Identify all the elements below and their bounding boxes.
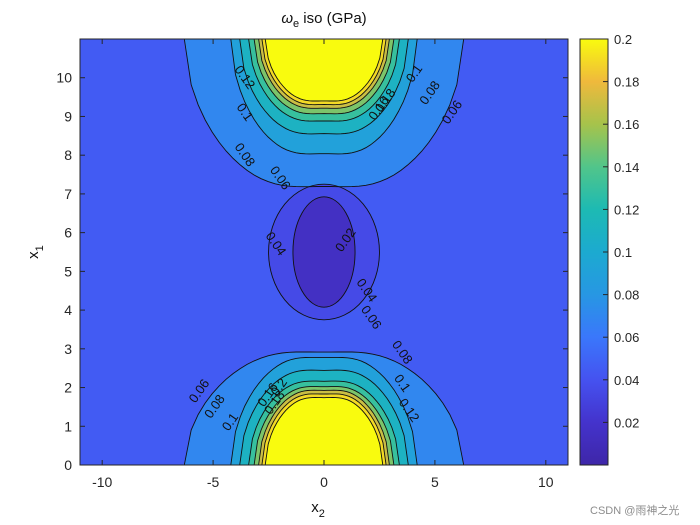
colorbar-tick-label-2: 0.06 <box>614 330 639 345</box>
y-tick-label-6: 6 <box>64 225 72 241</box>
bottom-contour-line-6 <box>261 393 387 465</box>
x-tick-label-1: -5 <box>207 474 220 490</box>
y-tick-label-9: 9 <box>64 108 72 124</box>
top-contour-line-1 <box>230 39 418 155</box>
top-contour-line-6 <box>261 39 387 106</box>
y-tick-label-8: 8 <box>64 147 72 163</box>
y-tick-label-2: 2 <box>64 380 72 396</box>
colorbar-tick-label-8: 0.18 <box>614 75 639 90</box>
top-band-7 <box>265 39 383 101</box>
center-band-0.02 <box>292 196 356 308</box>
y-axis-ticks: 0 1 2 3 4 5 6 7 8 9 10 <box>56 70 568 473</box>
colorbar-tick-label-5: 0.12 <box>614 202 639 217</box>
bottom-contour-line-5 <box>258 389 390 465</box>
y-axis-label: x1 <box>25 245 46 259</box>
y-tick-label-0: 0 <box>64 457 72 473</box>
colorbar-tick-label-7: 0.16 <box>614 117 639 132</box>
x-tick-label-0: -10 <box>92 474 112 490</box>
bottom-contour-line-4 <box>253 386 395 465</box>
x-axis-ticks: -10 -5 0 5 10 <box>92 39 554 490</box>
contour-lines <box>183 39 465 465</box>
colorbar-tick-label-1: 0.04 <box>614 373 639 388</box>
bottom-contour-line-0 <box>183 351 465 465</box>
y-tick-label-7: 7 <box>64 186 72 202</box>
y-tick-label-1: 1 <box>64 418 72 434</box>
x-axis-label: x2 <box>311 499 325 520</box>
chart-title: ωe iso (GPa) <box>281 10 366 30</box>
colorbar-ticks: 0.02 0.04 0.06 0.08 0.1 0.12 0.14 0.16 0.18 0.2 <box>603 32 639 430</box>
contour-bands <box>184 39 464 465</box>
bottom-contour-line-1 <box>230 356 418 465</box>
bottom-band-7 <box>265 397 383 465</box>
top-contour-line-2 <box>239 39 409 135</box>
y-tick-label-10: 10 <box>56 70 72 86</box>
top-contour-line-3 <box>248 39 400 122</box>
x-tick-label-3: 5 <box>431 474 439 490</box>
watermark: CSDN @雨神之光 <box>590 503 679 517</box>
top-contour-line-7 <box>264 39 384 102</box>
colorbar-tick-label-9: 0.2 <box>614 32 632 47</box>
plot-area: 0.020.040.040.060.060.060.060.080.080.08… <box>80 39 568 465</box>
colorbar-tick-label-4: 0.1 <box>614 245 632 260</box>
top-contour-line-4 <box>253 39 395 115</box>
y-tick-label-3: 3 <box>64 341 72 357</box>
y-tick-label-4: 4 <box>64 302 72 318</box>
x-tick-label-2: 0 <box>320 474 328 490</box>
y-tick-label-5: 5 <box>64 263 72 279</box>
colorbar-tick-label-3: 0.08 <box>614 288 639 303</box>
x-tick-label-4: 10 <box>538 474 554 490</box>
bottom-contour-line-7 <box>264 397 384 465</box>
colorbar-tick-label-0: 0.02 <box>614 415 639 430</box>
top-contour-line-0 <box>183 39 465 188</box>
bottom-contour-line-3 <box>248 380 400 465</box>
bottom-contour-line-2 <box>239 369 409 465</box>
colorbar-tick-label-6: 0.14 <box>614 160 639 175</box>
top-contour-line-5 <box>258 39 390 109</box>
